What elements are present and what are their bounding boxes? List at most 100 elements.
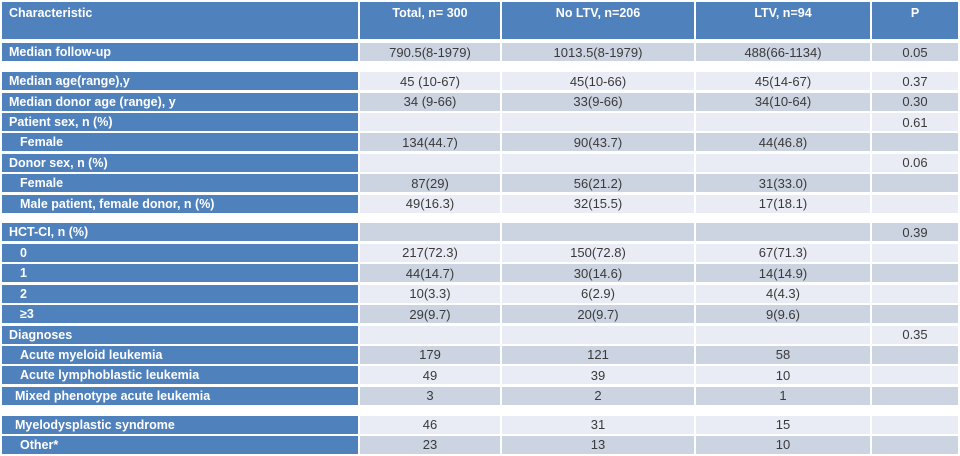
cell-ltv (696, 325, 870, 344)
cell-no-ltv (502, 113, 694, 132)
cell-total (360, 223, 500, 242)
cell-p (872, 133, 958, 152)
cell-no-ltv: 1013.5(8-1979) (502, 43, 694, 62)
cell-total: 790.5(8-1979) (360, 43, 500, 62)
cell-p (872, 194, 958, 213)
row-label: Other* (2, 435, 358, 454)
cell-no-ltv (502, 325, 694, 344)
table-row: Patient sex, n (%) 0.61 (2, 113, 958, 132)
cell-p: 0.06 (872, 153, 958, 172)
cell-total (360, 113, 500, 132)
cell-total: 44(14.7) (360, 264, 500, 283)
cell-total: 23 (360, 435, 500, 454)
cell-no-ltv: 90(43.7) (502, 133, 694, 152)
row-label: Acute lymphoblastic leukemia (2, 366, 358, 385)
cell-ltv: 9(9.6) (696, 305, 870, 324)
cell-no-ltv: 20(9.7) (502, 305, 694, 324)
cell-no-ltv: 6(2.9) (502, 284, 694, 303)
cell-no-ltv: 31 (502, 415, 694, 434)
table-row: Myelodysplastic syndrome 46 31 15 (2, 415, 958, 434)
table-row: 0 217(72.3) 150(72.8) 67(71.3) (2, 243, 958, 262)
cell-ltv: 10 (696, 366, 870, 385)
cell-no-ltv (502, 153, 694, 172)
cell-ltv: 488(66-1134) (696, 43, 870, 62)
cell-ltv: 58 (696, 345, 870, 364)
cell-p: 0.39 (872, 223, 958, 242)
cell-total: 29(9.7) (360, 305, 500, 324)
row-label: Female (2, 174, 358, 193)
column-header-no-ltv: No LTV, n=206 (502, 2, 694, 39)
table-row: Male patient, female donor, n (%) 49(16.3… (2, 194, 958, 213)
row-label: Patient sex, n (%) (2, 113, 358, 132)
row-label: Median follow-up (2, 43, 358, 62)
cell-no-ltv: 150(72.8) (502, 243, 694, 262)
cell-ltv: 34(10-64) (696, 92, 870, 111)
cell-no-ltv (502, 223, 694, 242)
table-row: HCT-CI, n (%) 0.39 (2, 223, 958, 242)
cell-p: 0.30 (872, 92, 958, 111)
cell-p: 0.05 (872, 43, 958, 62)
column-header-ltv: LTV, n=94 (696, 2, 870, 39)
cell-total: 217(72.3) (360, 243, 500, 262)
cell-total: 45 (10-67) (360, 72, 500, 91)
cell-ltv: 45(14-67) (696, 72, 870, 91)
table-row: Median follow-up 790.5(8-1979) 1013.5(8-19… (2, 43, 958, 62)
column-header-total: Total, n= 300 (360, 2, 500, 39)
row-label: Mixed phenotype acute leukemia (2, 386, 358, 405)
table-row: Acute myeloid leukemia 179 121 58 (2, 345, 958, 364)
cell-ltv (696, 153, 870, 172)
table-row: Diagnoses 0.35 (2, 325, 958, 344)
cell-p (872, 305, 958, 324)
cell-ltv: 1 (696, 386, 870, 405)
row-spacer (2, 215, 958, 222)
row-label: HCT-CI, n (%) (2, 223, 358, 242)
row-label: 0 (2, 243, 358, 262)
cell-no-ltv: 56(21.2) (502, 174, 694, 193)
table-row: 2 10(3.3) 6(2.9) 4(4.3) (2, 284, 958, 303)
cell-no-ltv: 33(9-66) (502, 92, 694, 111)
table-row: Female 87(29) 56(21.2) 31(33.0) (2, 174, 958, 193)
row-label: Female (2, 133, 358, 152)
cell-total: 46 (360, 415, 500, 434)
row-label: Median age(range),y (2, 72, 358, 91)
cell-total: 87(29) (360, 174, 500, 193)
cell-p (872, 284, 958, 303)
cell-no-ltv: 32(15.5) (502, 194, 694, 213)
cell-p (872, 366, 958, 385)
cell-p (872, 386, 958, 405)
cell-p (872, 415, 958, 434)
cell-ltv: 67(71.3) (696, 243, 870, 262)
row-label: Acute myeloid leukemia (2, 345, 358, 364)
cell-ltv (696, 223, 870, 242)
cell-p: 0.37 (872, 72, 958, 91)
table-row: Median age(range),y 45 (10-67) 45(10-66) 45… (2, 72, 958, 91)
column-header-characteristic: Characteristic (2, 2, 358, 39)
row-label: Donor sex, n (%) (2, 153, 358, 172)
cell-total: 179 (360, 345, 500, 364)
cell-no-ltv: 13 (502, 435, 694, 454)
cell-ltv: 15 (696, 415, 870, 434)
cell-no-ltv: 30(14.6) (502, 264, 694, 283)
cell-no-ltv: 39 (502, 366, 694, 385)
cell-ltv: 14(14.9) (696, 264, 870, 283)
cell-ltv: 4(4.3) (696, 284, 870, 303)
cell-total: 3 (360, 386, 500, 405)
cell-total (360, 153, 500, 172)
cell-total: 34 (9-66) (360, 92, 500, 111)
table-row: Other* 23 13 10 (2, 435, 958, 454)
cell-total (360, 325, 500, 344)
table-row: 1 44(14.7) 30(14.6) 14(14.9) (2, 264, 958, 283)
cell-p (872, 243, 958, 262)
table-row: Donor sex, n (%) 0.06 (2, 153, 958, 172)
table-row: ≥3 29(9.7) 20(9.7) 9(9.6) (2, 305, 958, 324)
cell-ltv (696, 113, 870, 132)
row-label: 2 (2, 284, 358, 303)
cell-no-ltv: 2 (502, 386, 694, 405)
cell-total: 10(3.3) (360, 284, 500, 303)
cell-no-ltv: 45(10-66) (502, 72, 694, 91)
row-label: Male patient, female donor, n (%) (2, 194, 358, 213)
table-row: Mixed phenotype acute leukemia 3 2 1 (2, 386, 958, 405)
cell-p (872, 264, 958, 283)
